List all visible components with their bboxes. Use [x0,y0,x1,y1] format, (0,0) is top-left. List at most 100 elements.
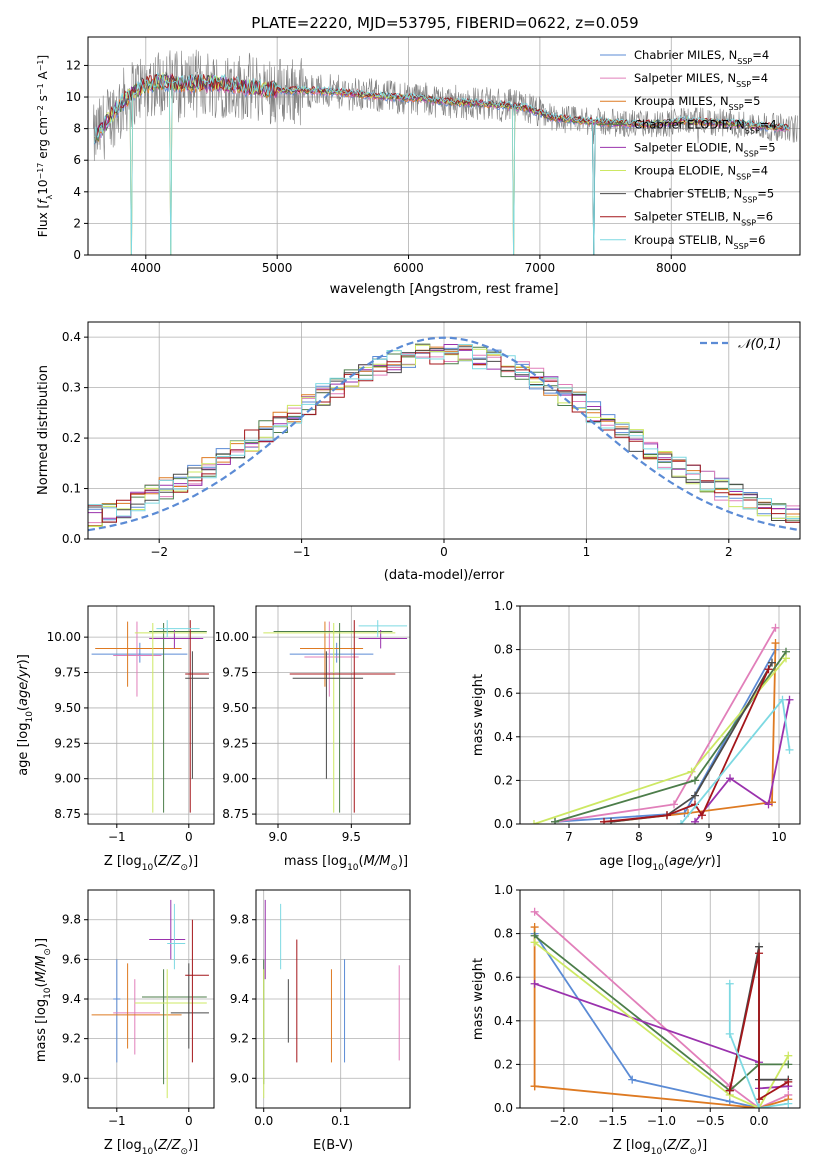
xtick-label: −1.5 [598,1114,627,1128]
ytick-label: 0.6 [494,686,513,700]
axes-frame [519,889,801,1109]
ytick-label: 9.25 [222,736,249,750]
ytick-label: 9.25 [54,736,81,750]
axes-frame [519,605,801,825]
legend-label-1: Salpeter MILES, NSSP=4 [634,71,768,89]
xtick-label: 10 [771,830,786,844]
plot-area [263,899,400,1099]
weight-marker-7-0 [600,817,608,824]
weight-marker-7-3 [784,1077,793,1086]
ytick-label: 6 [73,153,81,167]
weight-marker-4-1 [726,774,734,783]
xtick-label: −1 [108,830,126,844]
ytick-label: 0.4 [494,1014,513,1028]
ytick-label: 9.6 [62,952,81,966]
xtick-label: −2.0 [549,1114,578,1128]
xtick-label: 5000 [262,261,293,275]
ytick-label: 9.0 [230,1071,249,1085]
weight-marker-3-0 [551,817,559,824]
ytick-label: 9.75 [54,666,81,680]
weight-marker-1-1 [670,800,678,809]
ytick-label: 8.75 [222,807,249,821]
panel-mass-vs-EBV: 0.0 0.1 9.0 9.2 9.4 9.6 9.8 E(B-V) [230,889,411,1153]
xlabel: wavelength [Angstrom, rest frame] [330,282,559,297]
ytick-label: 9.00 [222,772,249,786]
xtick-label: 0.1 [331,1114,350,1128]
xlabel: E(B-V) [313,1138,353,1153]
panel-spectrum: 4000 5000 6000 7000 8000 0 2 4 6 8 10 12 wavelength … [36,36,801,297]
xtick-label: 4000 [131,261,162,275]
xlabel: Z [log10(Z/Z⊙)] [104,1138,198,1157]
ytick-label: 4 [73,185,81,199]
ytick-label: 9.2 [230,1032,249,1046]
weight-line-8 [728,983,789,1108]
panel-mass-vs-Z: −1 0 9.0 9.2 9.4 9.6 9.8 Z [log10(Z/Z⊙)] mass [l… [34,889,215,1157]
weight-marker-1-0 [530,907,539,916]
ylabel: mass [log10(M/M⊙)] [34,938,53,1062]
ytick-label: 1.0 [494,599,513,613]
weight-line-0 [533,933,760,1108]
weight-marker-3-1 [691,776,699,785]
xtick-label: 7 [565,830,573,844]
xtick-label: 0 [440,545,448,559]
legend-label-normal: 𝒩(0,1) [738,337,781,352]
weight-marker-7-3 [698,811,706,820]
residual-histogram-4 [88,344,800,519]
weight-marker-8-1 [725,1029,734,1038]
panel-age-vs-Z: −1 0 8.75 9.00 9.25 9.50 9.75 10.00 Z [log10(Z/Z… [16,605,215,873]
ylabel: Normed distribution [36,365,51,495]
xtick-label: 9 [705,830,713,844]
weight-marker-5-2 [782,654,790,663]
weight-marker-2-2 [530,1082,539,1091]
legend-label-6: Chabrier STELIB, NSSP=5 [634,187,774,205]
model-spectrum-8 [94,71,790,255]
weight-line-3 [534,935,789,1092]
ytick-label: 0.6 [494,970,513,984]
plot-area [91,620,209,813]
ytick-label: 9.6 [230,952,249,966]
legend-label-5: Kroupa ELODIE, NSSP=4 [634,164,768,182]
ytick-label: 0.2 [62,431,81,445]
ytick-label: 9.8 [62,913,81,927]
xtick-label: 8 [635,830,643,844]
ytick-label: 12 [66,58,81,72]
xtick-label: 8000 [656,261,687,275]
xtick-label: 0 [185,830,193,844]
weight-marker-4-3 [785,695,794,704]
ytick-label: 0.8 [494,643,513,657]
weight-marker-4-0 [530,979,539,988]
plots-layer: 4000 5000 6000 7000 8000024681012wavelength … [16,36,801,1157]
ylabel: age [log10(age/yr)] [16,654,35,776]
ylabel: Flux [fλ10−17 erg cm−2 s−1 A−1] [36,55,54,237]
weight-marker-3-3 [784,1060,793,1069]
normal-reference-curve [88,336,800,532]
ylabel: mass weight [471,674,486,756]
weight-marker-7-1 [663,811,671,820]
ytick-label: 10.00 [47,630,81,644]
ytick-label: 0.4 [62,330,81,344]
xtick-label: 9.5 [342,830,361,844]
xtick-label: 7000 [525,261,556,275]
ytick-label: 0.3 [62,381,81,395]
weight-marker-4-0 [691,817,699,824]
weight-marker-7-1 [755,949,764,958]
ytick-label: 9.8 [230,913,249,927]
weight-marker-5-3 [784,1051,793,1060]
ytick-label: 0.4 [494,730,513,744]
plot-area [530,907,793,1108]
weight-marker-7-4 [764,665,773,674]
ytick-label: 0.2 [494,773,513,787]
panel-residuals: −2 −1 0 1 2 0.0 0.1 0.2 0.3 0.4 (data-model)/error… [36,321,801,583]
weight-marker-8-0 [725,979,734,988]
ytick-label: 9.0 [62,1071,81,1085]
plot-area [263,620,408,813]
xlabel: (data-model)/error [384,568,505,583]
xtick-label: −1 [108,1114,126,1128]
weight-marker-5-0 [530,820,538,824]
ytick-label: 0.0 [494,1101,513,1115]
ytick-label: 9.50 [222,701,249,715]
weight-marker-8-0 [677,820,685,824]
weight-line-7 [728,952,789,1101]
xtick-label: 9.0 [268,830,287,844]
